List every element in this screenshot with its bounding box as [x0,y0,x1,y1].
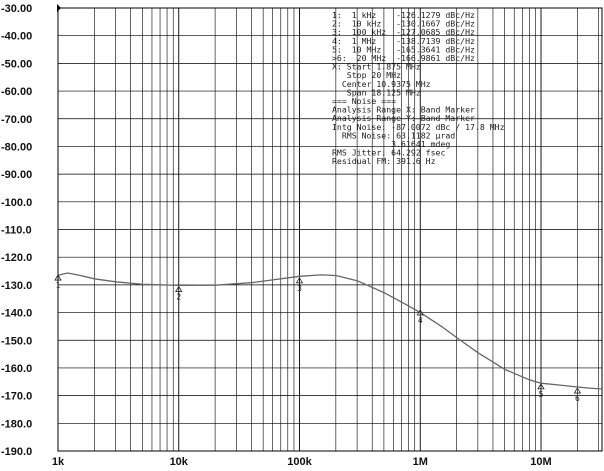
y-tick-label: -50.00 [1,58,32,70]
y-tick-label: -70.00 [1,114,32,126]
marker-triangle [573,387,582,394]
annotation-line: Analysis Range X: Band Marker [332,105,475,115]
annotation-line: Analysis Range Y: Band Marker [332,113,475,123]
marker-triangle [54,274,62,281]
y-tick-label: -40.00 [1,31,32,43]
marker-label: 4 [418,316,423,325]
y-tick-label: -180.0 [1,418,32,430]
annotation-line: Center 10.9375 MHz [332,79,431,89]
x-tick-label: 100k [287,456,312,468]
marker-triangle [295,277,304,284]
marker-label: 6 [575,394,580,403]
y-tick-label: -130.0 [1,280,32,292]
annotation-line: === Noise === [332,96,396,106]
marker-label: 5 [539,390,544,399]
annotation-line: >6: 20 MHz -166.9861 dBc/Hz [332,53,475,63]
annotation-line: RMS Noise: 63.1182 µrad [332,130,455,140]
y-tick-label: -60.00 [1,86,32,98]
annotation-line: Stop 20 MHz [332,70,401,80]
x-tick-label: 10k [170,456,189,468]
plot-frame [57,7,603,452]
markers: 1 2 3 4 5 6 [54,274,582,403]
y-tick-label: -140.0 [1,308,32,320]
annotation-line: Span 18.125 MHz [332,87,421,97]
x-tick-label: 1k [52,456,65,468]
annotation-line: Intg Noise: -87.0072 dBc / 17.8 MHz [332,122,505,132]
annotation-line: 4: 1 MHz -138.7139 dBc/Hz [332,36,475,46]
annotation-line: 1: 1 kHz -126.1279 dBc/Hz [332,10,475,20]
marker-annotation: 1: 1 kHz -126.1279 dBc/Hz2: 10 kHz -130.… [332,10,505,166]
x-tick-label: 1M [413,456,428,468]
y-tick-label: -120.0 [1,252,32,264]
y-tick-label: -90.00 [1,169,32,181]
reference-level-arrow [57,4,61,12]
x-tick-label: 10M [530,456,551,468]
marker-triangle [537,383,545,390]
y-tick-label: -80.00 [1,141,32,153]
marker-triangle [175,285,183,292]
marker-label: 2 [176,292,181,301]
annotation-line: X: Start 1.875 MHz [332,62,421,72]
y-tick-label: -160.0 [1,363,32,375]
x-axis-ticks: 1k 10k 100k 1M 10M [52,456,552,468]
annotation-line: 2: 10 kHz -130.1667 dBc/Hz [332,19,475,29]
grid [57,7,602,452]
annotation-line: Residual FM: 391.6 Hz [332,156,436,166]
annotation-line: 5: 10 MHz -165.3641 dBc/Hz [332,44,475,54]
annotation-line: 3: 100 kHz -127.0685 dBc/Hz [332,27,475,37]
y-tick-label: -100.0 [1,197,32,209]
y-tick-label: -190.0 [1,446,32,458]
marker-label: 3 [297,284,302,293]
marker-triangle [416,309,424,316]
noise-trace [57,272,603,390]
y-axis-ticks: -30.00 -40.00 -50.00 -60.00 -70.00 -80.00 -90.… [1,3,61,458]
marker-label: 1 [56,281,61,290]
y-tick-label: -170.0 [1,391,32,403]
y-tick-label: -110.0 [1,225,32,237]
annotation-line: RMS Jitter: 64.292 fsec [332,148,445,158]
y-tick-label: -150.0 [1,335,32,347]
y-tick-label: -30.00 [1,3,32,15]
annotation-line: 3.61641 mdeg [332,139,450,149]
